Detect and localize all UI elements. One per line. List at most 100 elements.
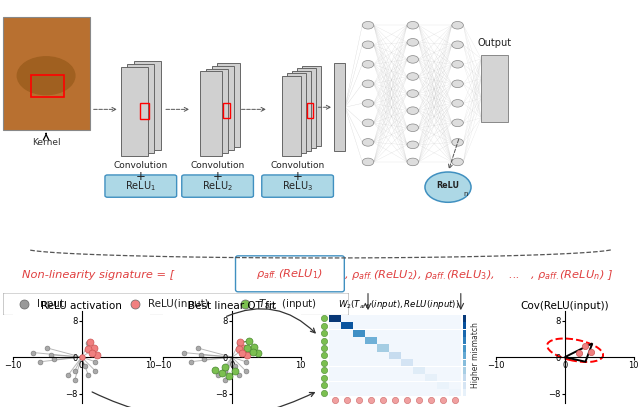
- Text: ReLU$_1$: ReLU$_1$: [125, 179, 156, 193]
- Text: ReLU: ReLU: [436, 181, 460, 190]
- Bar: [389, 337, 401, 344]
- FancyBboxPatch shape: [3, 293, 349, 315]
- FancyBboxPatch shape: [297, 68, 316, 148]
- Circle shape: [362, 139, 374, 146]
- Bar: [377, 374, 388, 381]
- Circle shape: [407, 124, 419, 131]
- Bar: [389, 322, 401, 329]
- Circle shape: [17, 57, 75, 95]
- FancyBboxPatch shape: [127, 64, 154, 153]
- Text: ReLU$_3$: ReLU$_3$: [282, 179, 313, 193]
- Bar: [353, 352, 365, 359]
- FancyBboxPatch shape: [105, 175, 177, 197]
- Circle shape: [452, 41, 463, 48]
- Bar: [341, 337, 353, 344]
- Title: Best linear OT fit: Best linear OT fit: [188, 301, 276, 311]
- Bar: [426, 359, 437, 366]
- Text: ReLU(input): ReLU(input): [148, 299, 209, 309]
- Circle shape: [452, 158, 463, 166]
- Bar: [449, 382, 461, 389]
- FancyBboxPatch shape: [302, 66, 321, 146]
- Circle shape: [362, 61, 374, 68]
- Bar: [437, 374, 449, 381]
- Bar: [401, 359, 413, 366]
- Circle shape: [452, 139, 463, 146]
- FancyBboxPatch shape: [121, 67, 148, 155]
- Bar: [463, 330, 466, 337]
- Bar: [341, 389, 353, 396]
- Bar: [437, 344, 449, 352]
- Bar: [365, 389, 377, 396]
- Bar: [353, 322, 365, 329]
- Bar: [377, 367, 388, 374]
- Circle shape: [362, 80, 374, 88]
- Bar: [365, 337, 377, 344]
- Bar: [401, 315, 413, 322]
- Bar: [449, 344, 461, 352]
- Bar: [341, 344, 353, 352]
- Circle shape: [407, 39, 419, 46]
- Bar: [413, 352, 425, 359]
- Text: +: +: [136, 170, 146, 183]
- Circle shape: [407, 141, 419, 149]
- Bar: [449, 367, 461, 374]
- Bar: [365, 315, 377, 322]
- Bar: [341, 359, 353, 366]
- Text: , $\rho_{aff.}$(ReLU$_2$), $\rho_{aff.}$(ReLU$_3$),    ...   , $\rho_{aff.}$(ReL: , $\rho_{aff.}$(ReLU$_2$), $\rho_{aff.}$…: [344, 268, 613, 282]
- Bar: [389, 352, 401, 359]
- Bar: [413, 374, 425, 381]
- Bar: [377, 322, 388, 329]
- Bar: [463, 359, 466, 366]
- Bar: [353, 382, 365, 389]
- Bar: [365, 367, 377, 374]
- Bar: [377, 382, 388, 389]
- Bar: [426, 315, 437, 322]
- Bar: [413, 359, 425, 366]
- Bar: [341, 330, 353, 337]
- Bar: [437, 389, 449, 396]
- Bar: [401, 389, 413, 396]
- Bar: [341, 322, 353, 329]
- Bar: [353, 374, 365, 381]
- Bar: [413, 382, 425, 389]
- Circle shape: [407, 22, 419, 29]
- Bar: [329, 344, 340, 352]
- Bar: [437, 382, 449, 389]
- Text: Higher mismatch: Higher mismatch: [471, 322, 480, 388]
- Text: Convolution: Convolution: [114, 161, 168, 170]
- Bar: [329, 359, 340, 366]
- Bar: [341, 352, 353, 359]
- Circle shape: [452, 61, 463, 68]
- Bar: [449, 315, 461, 322]
- FancyBboxPatch shape: [206, 69, 228, 153]
- Bar: [413, 337, 425, 344]
- FancyBboxPatch shape: [262, 175, 333, 197]
- Bar: [463, 322, 466, 329]
- Text: $\rho_{aff.}$(ReLU$_1$): $\rho_{aff.}$(ReLU$_1$): [257, 267, 323, 281]
- Bar: [365, 359, 377, 366]
- Bar: [463, 315, 466, 322]
- Bar: [413, 389, 425, 396]
- Bar: [426, 337, 437, 344]
- Text: n: n: [463, 191, 468, 197]
- FancyBboxPatch shape: [287, 73, 306, 153]
- Bar: [329, 352, 340, 359]
- Circle shape: [452, 22, 463, 29]
- Circle shape: [407, 90, 419, 97]
- Bar: [353, 389, 365, 396]
- Bar: [463, 367, 466, 374]
- FancyBboxPatch shape: [134, 61, 161, 150]
- Circle shape: [407, 73, 419, 80]
- Bar: [365, 344, 377, 352]
- Bar: [377, 389, 388, 396]
- Bar: [413, 344, 425, 352]
- Bar: [413, 322, 425, 329]
- Bar: [341, 374, 353, 381]
- FancyBboxPatch shape: [282, 76, 301, 155]
- Circle shape: [407, 56, 419, 63]
- Bar: [426, 344, 437, 352]
- Title: $W_2(T_{aff.}(input), ReLU(input))$: $W_2(T_{aff.}(input), ReLU(input))$: [337, 298, 460, 311]
- Bar: [329, 389, 340, 396]
- Bar: [426, 382, 437, 389]
- Bar: [389, 382, 401, 389]
